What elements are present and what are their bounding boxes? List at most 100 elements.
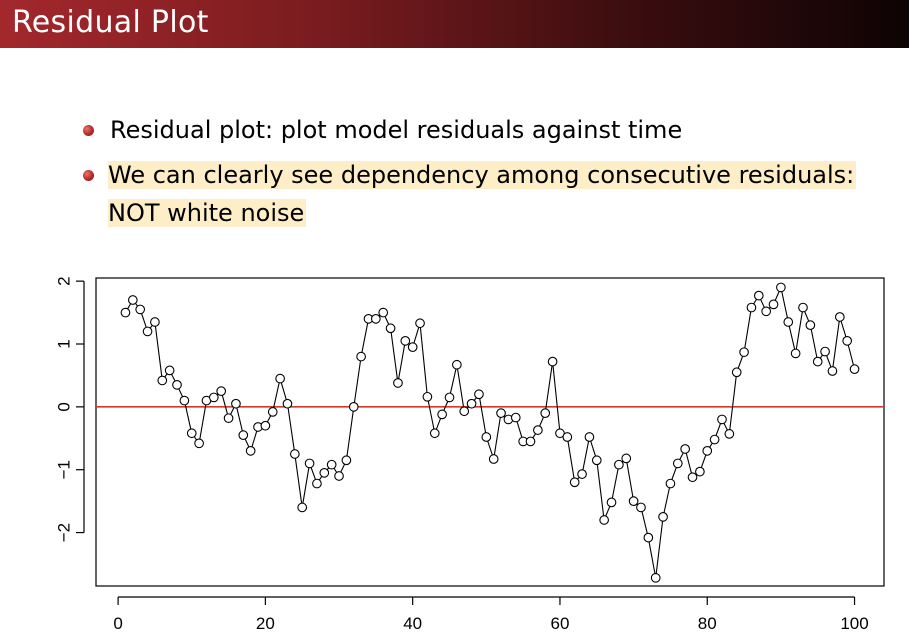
residual-point bbox=[371, 314, 381, 324]
residual-point bbox=[481, 432, 492, 442]
y-tick-label: 0 bbox=[55, 402, 74, 411]
residual-point bbox=[208, 392, 219, 403]
residual-point bbox=[319, 468, 330, 478]
residual-point bbox=[510, 412, 521, 423]
residual-point bbox=[731, 367, 742, 378]
residual-point bbox=[591, 455, 602, 466]
residual-point bbox=[614, 459, 624, 470]
residual-point bbox=[621, 453, 632, 464]
residual-point bbox=[157, 375, 168, 386]
residual-point bbox=[812, 356, 823, 367]
residual-point bbox=[687, 472, 698, 483]
residual-point bbox=[186, 428, 197, 439]
residual-point bbox=[577, 469, 587, 479]
residual-point bbox=[724, 429, 735, 439]
residual-point bbox=[717, 414, 727, 425]
residual-point bbox=[223, 413, 234, 424]
residual-point bbox=[555, 428, 565, 439]
residual-point bbox=[540, 408, 551, 418]
residual-point bbox=[525, 436, 536, 447]
bullet-text-2-line-2: NOT white noise bbox=[108, 198, 307, 228]
x-tick-label: 80 bbox=[698, 614, 717, 633]
residual-point bbox=[672, 458, 683, 469]
residual-point bbox=[466, 398, 477, 409]
residual-point bbox=[334, 471, 344, 481]
residual-point bbox=[628, 496, 639, 506]
y-tick-label: 1 bbox=[55, 339, 74, 348]
x-tick-label: 40 bbox=[403, 614, 422, 633]
residual-point bbox=[289, 449, 300, 459]
residual-point bbox=[768, 299, 779, 310]
bullet-text-1: Residual plot: plot model residuals agai… bbox=[110, 116, 683, 144]
residual-point bbox=[842, 336, 853, 346]
residual-point bbox=[378, 307, 389, 318]
residual-point bbox=[834, 312, 845, 322]
residual-point bbox=[753, 290, 764, 301]
residual-point bbox=[680, 444, 691, 454]
residual-point bbox=[194, 438, 204, 449]
residual-point bbox=[547, 356, 558, 367]
y-tick-label: −2 bbox=[55, 523, 74, 542]
bullet-icon bbox=[83, 170, 94, 181]
residual-point bbox=[636, 502, 646, 513]
residual-point bbox=[709, 434, 720, 445]
residual-point bbox=[739, 347, 749, 358]
residual-point bbox=[407, 342, 418, 352]
residual-point bbox=[562, 432, 573, 442]
residual-point bbox=[820, 346, 830, 357]
residual-series-line bbox=[125, 285, 856, 578]
residual-point bbox=[150, 317, 160, 327]
residual-point bbox=[658, 512, 668, 522]
residual-point bbox=[120, 307, 131, 318]
residual-point bbox=[179, 395, 190, 406]
residual-point bbox=[790, 348, 801, 359]
residual-point bbox=[238, 430, 249, 440]
bullet-list: Residual plot: plot model residuals agai… bbox=[0, 0, 909, 240]
residual-point bbox=[415, 318, 425, 329]
residual-point bbox=[798, 302, 808, 313]
residual-point bbox=[496, 408, 506, 418]
residual-point bbox=[231, 398, 241, 409]
highlighted-text: We can clearly see dependency among cons… bbox=[108, 161, 857, 189]
x-tick-label: 100 bbox=[840, 614, 868, 633]
residual-point bbox=[599, 515, 609, 525]
bullet-icon bbox=[83, 125, 94, 136]
residual-point bbox=[474, 389, 484, 400]
residual-point bbox=[569, 477, 580, 488]
residual-point bbox=[142, 326, 153, 337]
residual-point bbox=[437, 409, 447, 420]
highlighted-text: NOT white noise bbox=[108, 199, 307, 227]
residual-point bbox=[776, 282, 786, 293]
residual-point bbox=[172, 380, 182, 390]
residual-point bbox=[459, 406, 470, 417]
title-bar: Residual Plot bbox=[0, 0, 909, 48]
residual-point bbox=[702, 446, 713, 456]
residual-point bbox=[216, 386, 227, 396]
residual-point bbox=[533, 425, 543, 435]
residual-point bbox=[164, 365, 175, 376]
residual-point bbox=[452, 359, 462, 370]
residual-point bbox=[326, 459, 337, 470]
residual-point bbox=[135, 304, 146, 315]
residual-point bbox=[304, 458, 315, 469]
residual-point bbox=[348, 402, 359, 412]
residual-point bbox=[312, 478, 322, 489]
residual-point bbox=[849, 364, 860, 374]
y-tick-label: 2 bbox=[55, 276, 74, 285]
residual-point bbox=[444, 392, 455, 403]
residual-point bbox=[643, 532, 654, 543]
slide-title: Residual Plot bbox=[12, 5, 209, 40]
plot-frame bbox=[95, 277, 885, 587]
residual-point bbox=[356, 351, 366, 362]
residual-point bbox=[650, 572, 661, 583]
bullet-text-2-line-1: We can clearly see dependency among cons… bbox=[108, 160, 857, 190]
residual-point bbox=[127, 295, 138, 305]
residual-point bbox=[606, 497, 617, 508]
residual-point bbox=[393, 378, 403, 388]
residual-point bbox=[282, 398, 293, 409]
residual-point bbox=[783, 317, 794, 327]
x-tick-label: 0 bbox=[113, 614, 122, 633]
residual-point bbox=[245, 446, 256, 456]
residual-point bbox=[297, 502, 308, 513]
